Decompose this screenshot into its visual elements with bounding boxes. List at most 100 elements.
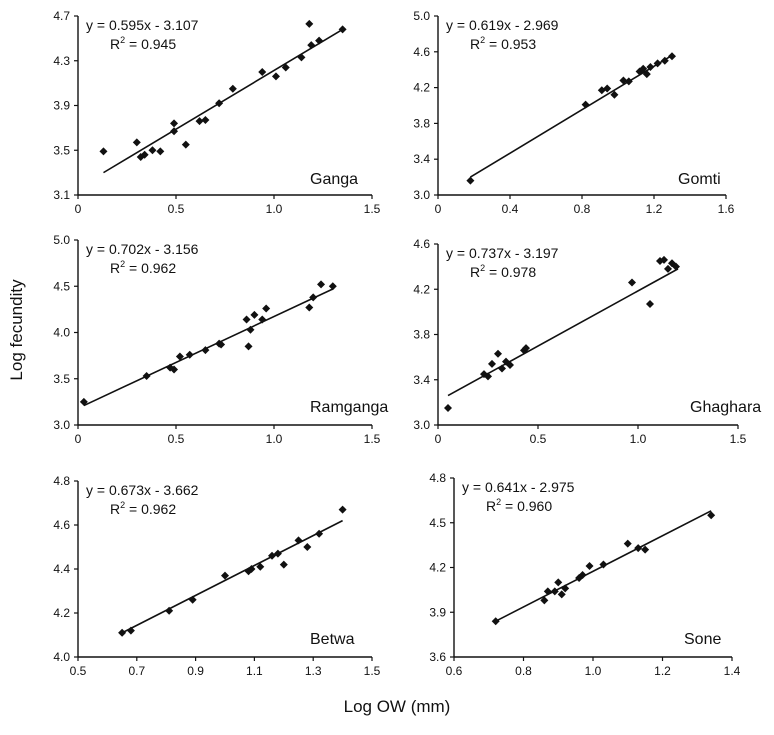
y-tick-label: 3.4 [413, 373, 430, 387]
data-point [498, 364, 506, 373]
x-tick-label: 1.5 [730, 432, 747, 446]
panel-betwa: 0.5 0.7 0.9 1.1 1.3 1.5 4.0 4.2 4.4 4.6 4.8 y = 0.6… [53, 474, 380, 678]
r-squared-label: R2 = 0.962 [110, 259, 176, 276]
y-tick-label: 4.0 [53, 326, 70, 340]
x-tick-label: 0.7 [128, 664, 145, 678]
data-point [170, 127, 179, 136]
data-point [279, 560, 288, 569]
x-tick-label: 0.9 [187, 664, 204, 678]
data-point [506, 361, 514, 370]
y-tick-label: 3.8 [413, 116, 430, 130]
y-tick-label: 3.4 [413, 152, 430, 166]
panel-title: Betwa [310, 631, 355, 648]
data-point [488, 359, 496, 368]
data-point [641, 545, 650, 554]
data-point [181, 140, 190, 149]
x-tick-label: 1.2 [654, 664, 671, 678]
data-point [581, 100, 590, 109]
data-point [522, 344, 530, 353]
x-tick-label: 1.0 [585, 664, 602, 678]
y-tick-label: 5.0 [53, 233, 70, 247]
y-tick-label: 4.8 [429, 471, 446, 485]
r-squared-label: R2 = 0.960 [486, 497, 552, 514]
x-tick-label: 0.6 [446, 664, 463, 678]
data-point [185, 350, 194, 359]
y-tick-label: 3.0 [413, 188, 430, 202]
regression-line [121, 519, 343, 634]
data-point [175, 352, 184, 361]
data-point [466, 176, 475, 185]
data-point [554, 578, 563, 587]
y-tick-label: 4.5 [429, 516, 446, 530]
data-point [672, 262, 680, 271]
data-point [540, 596, 549, 605]
data-point [660, 255, 668, 264]
y-tick-label: 3.0 [413, 418, 430, 432]
y-tick-label: 4.7 [53, 9, 70, 23]
r-squared-label: R2 = 0.945 [110, 35, 176, 52]
y-tick-label: 4.6 [413, 45, 430, 59]
data-point [642, 70, 651, 79]
data-point [634, 544, 643, 553]
data-point [247, 565, 256, 573]
data-point [585, 562, 594, 571]
panels: 0 0.5 1.0 1.5 3.1 3.5 3.9 4.3 4.7 y = 0.595x - 3.… [53, 9, 761, 678]
y-tick-label: 4.6 [53, 518, 70, 532]
data-point [307, 41, 316, 50]
data-point [309, 293, 318, 302]
x-tick-label: 1.6 [718, 202, 735, 216]
data-point [142, 371, 151, 380]
data-point [244, 342, 253, 351]
panel-gomti: 0 0.4 0.8 1.2 1.6 3.0 3.4 3.8 4.2 4.6 5.0 y = 0.619… [413, 9, 734, 216]
x-tick-label: 1.0 [266, 432, 283, 446]
y-tick-label: 4.0 [53, 650, 70, 664]
data-point [79, 397, 88, 406]
panel-ramganga: 0 0.5 1.0 1.5 3.0 3.5 4.0 4.5 5.0 y = 0.702x - 3.… [53, 233, 388, 446]
data-point [273, 549, 282, 558]
data-point [140, 150, 149, 159]
y-tick-label: 4.5 [53, 279, 70, 293]
data-point [444, 404, 452, 413]
y-tick-label: 3.5 [53, 372, 70, 386]
data-point [242, 315, 251, 324]
x-tick-label: 0.5 [70, 664, 87, 678]
data-point [610, 90, 619, 99]
x-tick-label: 0.5 [530, 432, 547, 446]
data-point [148, 146, 157, 155]
data-point [250, 310, 259, 319]
data-point [315, 529, 324, 538]
x-tick-label: 0.8 [515, 664, 532, 678]
regression-line [469, 54, 673, 178]
x-axis-title: Log OW (mm) [344, 697, 451, 716]
x-tick-label: 0 [435, 202, 442, 216]
data-point [118, 628, 127, 637]
x-tick-label: 1.1 [246, 664, 263, 678]
data-point [165, 606, 174, 615]
data-point [188, 595, 197, 604]
data-point [639, 64, 648, 73]
y-tick-label: 3.5 [53, 143, 70, 157]
data-point [258, 315, 267, 324]
data-point [215, 99, 224, 108]
data-point [328, 282, 337, 291]
data-point [338, 25, 347, 34]
data-point [258, 67, 267, 76]
data-point [99, 147, 108, 156]
x-tick-label: 1.0 [630, 432, 647, 446]
data-point [170, 365, 179, 374]
x-tick-label: 1.5 [364, 202, 381, 216]
y-tick-label: 4.2 [413, 282, 430, 296]
data-point [668, 52, 676, 61]
data-point [246, 325, 255, 334]
y-tick-label: 4.2 [429, 561, 446, 575]
y-tick-label: 4.2 [53, 606, 70, 620]
data-point [624, 77, 633, 86]
data-point [646, 299, 654, 308]
data-point [491, 617, 500, 626]
regression-equation: y = 0.595x - 3.107 [86, 17, 199, 33]
x-tick-label: 1.5 [364, 664, 381, 678]
y-tick-label: 4.4 [53, 562, 70, 576]
y-tick-label: 5.0 [413, 9, 430, 23]
regression-line [103, 28, 344, 174]
